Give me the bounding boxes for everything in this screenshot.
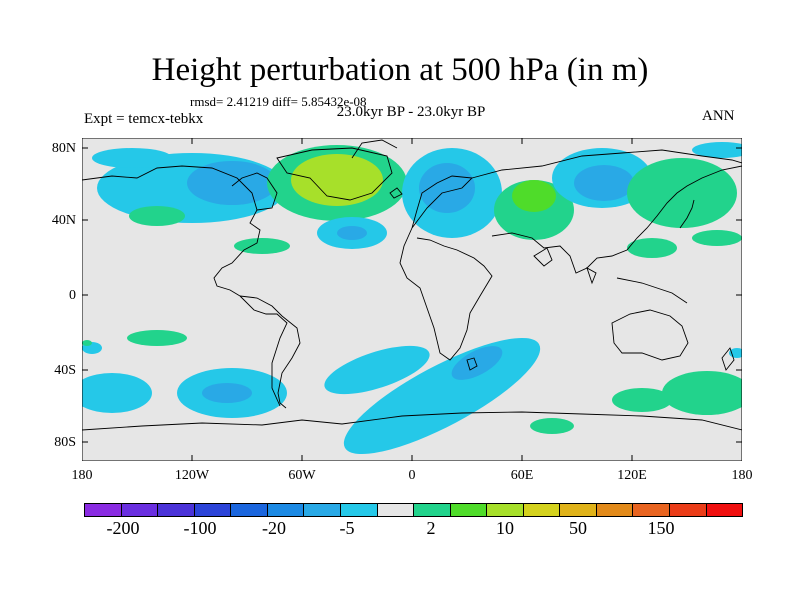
colorbar-label: 50 — [569, 518, 587, 538]
colorbar-swatch — [340, 504, 378, 516]
lon-label-180w: 180 — [71, 468, 93, 483]
colorbar-swatch — [523, 504, 561, 516]
colorbar-swatch — [560, 504, 597, 516]
lon-label-180e: 180 — [731, 468, 753, 483]
lon-label-120e: 120E — [617, 468, 647, 483]
lon-label-0: 0 — [408, 468, 416, 483]
colorbar-swatch — [487, 504, 524, 516]
colorbar-label: -200 — [106, 518, 140, 538]
colorbar-swatch — [121, 504, 159, 516]
lon-label-60e: 60E — [510, 468, 534, 483]
period-text: 23.0kyr BP - 23.0kyr BP — [336, 104, 486, 120]
colorbar-swatch — [304, 504, 341, 516]
colorbar-swatch — [706, 504, 743, 516]
colorbar-swatch — [158, 504, 195, 516]
experiment-label: Expt = temcx-tebkx — [84, 111, 204, 127]
lat-label-0: 0 — [69, 288, 76, 303]
season-label: ANN — [702, 108, 735, 124]
lat-label-40s: 40S — [54, 363, 76, 378]
colorbar — [84, 503, 743, 517]
colorbar-swatch — [633, 504, 670, 516]
lon-label-60w: 60W — [288, 468, 316, 483]
lon-label-120w: 120W — [174, 468, 210, 483]
colorbar-swatch — [596, 504, 634, 516]
colorbar-label: 150 — [647, 518, 675, 538]
axis-ticks — [82, 138, 742, 461]
lat-label-40n: 40N — [51, 213, 76, 228]
stats-text: rmsd= 2.41219 diff= 5.85432e-08 — [190, 94, 367, 109]
colorbar-swatch — [414, 504, 451, 516]
height-perturbation-map — [82, 138, 742, 461]
colorbar-label: -5 — [339, 518, 355, 538]
colorbar-swatch — [231, 504, 268, 516]
colorbar-swatch — [450, 504, 488, 516]
colorbar-swatch — [670, 504, 707, 516]
colorbar-label: 10 — [496, 518, 514, 538]
colorbar-swatch — [85, 504, 122, 516]
colorbar-swatch — [194, 504, 232, 516]
colorbar-swatch — [267, 504, 305, 516]
coastlines — [82, 139, 742, 431]
plot-title: Height perturbation at 500 hPa (in m) — [151, 52, 649, 88]
colorbar-label: -20 — [262, 518, 286, 538]
anomaly-contours — [82, 142, 742, 455]
lat-label-80s: 80S — [54, 435, 76, 450]
colorbar-swatch — [377, 504, 415, 516]
lat-label-80n: 80N — [51, 141, 76, 156]
colorbar-label: -100 — [183, 518, 217, 538]
colorbar-label: 2 — [426, 518, 436, 538]
